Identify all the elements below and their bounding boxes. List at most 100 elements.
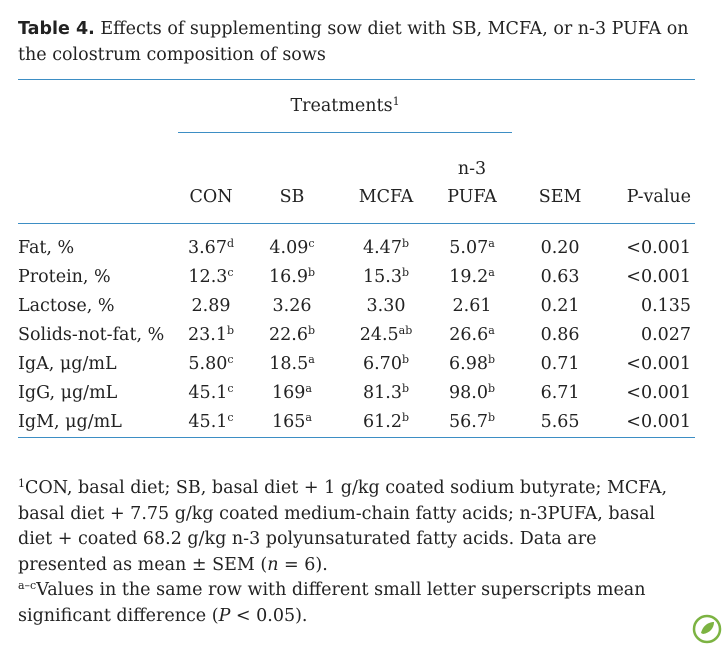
cell-value: 5.65 [540, 412, 580, 432]
table-cell: 18.5a [244, 350, 340, 379]
footnote-marker: a–c [18, 579, 37, 593]
cell-value: 19.2 [449, 267, 489, 287]
cell-value: 56.7 [449, 412, 488, 432]
cell-value: 98.0 [449, 383, 488, 403]
cell-superscript: a [308, 353, 315, 366]
table-cell: <0.001 [608, 408, 695, 438]
cell-value: <0.001 [626, 383, 692, 403]
cell-superscript: b [226, 324, 234, 337]
table-cell: <0.001 [608, 263, 695, 292]
cell-value: 23.1 [187, 325, 227, 345]
column-header: P-value [626, 187, 692, 207]
table-cell: 165a [244, 408, 340, 438]
data-table: Treatments1 CON SB MCFA n-3 PUFA SEM P-value F… [18, 79, 696, 438]
column-header: MCFA [358, 187, 414, 207]
footnote-text: n [267, 554, 279, 575]
table-cell: 0.21 [512, 292, 608, 321]
cell-value: 0.71 [540, 354, 580, 374]
cell-value: 3.30 [366, 296, 406, 316]
cell-value: 0.86 [540, 325, 580, 345]
cell-value: 3.67 [187, 238, 227, 258]
column-header: SEM [538, 187, 582, 207]
cell-value: <0.001 [626, 238, 692, 258]
caption-label: Table 4. [18, 19, 95, 39]
cell-superscript: b [401, 411, 409, 424]
cell-value: 24.5 [359, 325, 399, 345]
cell-value: 4.09 [269, 238, 309, 258]
cell-superscript: c [227, 411, 234, 424]
table-cell: 6.71 [512, 379, 608, 408]
cell-superscript: c [227, 266, 234, 279]
cell-value: 6.98 [449, 354, 488, 374]
footnote-marker: 1 [18, 477, 25, 490]
logo-icon [692, 614, 722, 644]
table-cell: <0.001 [608, 224, 695, 264]
footnote-text: < 0.05). [230, 605, 308, 626]
cell-value: 6.70 [362, 354, 402, 374]
table-cell: 0.63 [512, 263, 608, 292]
table-cell: 26.6a [432, 321, 512, 350]
cell-superscript: ab [398, 324, 413, 337]
cell-value: 26.6 [449, 325, 489, 345]
table-cell: 12.3c [178, 263, 244, 292]
table-cell: 61.2b [340, 408, 432, 438]
column-header-row: CON SB MCFA n-3 PUFA SEM P-value [18, 133, 695, 224]
table-body: Fat, % 3.67d 4.09c 4.47b 5.07a 0.20 <0.001 Prot… [18, 224, 696, 438]
table-cell: 5.65 [512, 408, 608, 438]
table-cell: 4.09c [244, 224, 340, 264]
cell-value: <0.001 [626, 412, 692, 432]
cell-superscript: b [401, 353, 409, 366]
cell-value: 81.3 [362, 383, 402, 403]
cell-superscript: a [305, 411, 312, 424]
cell-superscript: c [308, 237, 315, 250]
footnote-text: Values in the same row with different sm… [18, 580, 646, 626]
footnote-text: P [218, 605, 231, 626]
table-row: Fat, % 3.67d 4.09c 4.47b 5.07a 0.20 <0.001 [18, 224, 695, 264]
cell-value: 12.3 [188, 267, 228, 287]
table-cell: 45.1c [178, 408, 244, 438]
table-cell: 3.26 [244, 292, 340, 321]
column-header: SB [279, 187, 305, 207]
cell-value: 0.21 [540, 296, 580, 316]
cell-value: 2.61 [452, 296, 492, 316]
table-cell: 19.2a [432, 263, 512, 292]
cell-superscript: d [226, 237, 234, 250]
group-header-note: 1 [392, 95, 400, 108]
cell-value: 0.027 [640, 325, 692, 345]
table-cell: 169a [244, 379, 340, 408]
table-cell: 2.61 [432, 292, 512, 321]
table-cell: 16.9b [244, 263, 340, 292]
table-cell: 56.7b [432, 408, 512, 438]
cell-value: 169 [272, 383, 306, 403]
group-header-row: Treatments1 [18, 79, 695, 133]
table-cell: 0.135 [608, 292, 695, 321]
table-cell: 22.6b [244, 321, 340, 350]
cell-value: 2.89 [191, 296, 231, 316]
cell-superscript: a [305, 382, 312, 395]
cell-superscript: b [401, 382, 409, 395]
cell-value: 15.3 [362, 267, 402, 287]
table-cell: 2.89 [178, 292, 244, 321]
table-cell: 45.1c [178, 379, 244, 408]
table-cell: 0.71 [512, 350, 608, 379]
cell-value: 5.07 [449, 238, 489, 258]
table-cell: <0.001 [608, 379, 695, 408]
footnote: a–cValues in the same row with different… [18, 578, 668, 629]
cell-value: 18.5 [269, 354, 309, 374]
table-cell: 5.07a [432, 224, 512, 264]
table-row: IgG, μg/mL 45.1c 169a 81.3b 98.0b 6.71 <0.001 [18, 379, 695, 408]
table-cell: 6.98b [432, 350, 512, 379]
cell-superscript: b [307, 324, 315, 337]
row-label: Protein, % [18, 267, 111, 287]
empty-header [18, 80, 178, 133]
row-label: IgA, μg/mL [18, 354, 117, 374]
cell-superscript: b [307, 266, 315, 279]
cell-superscript: a [488, 237, 495, 250]
footnotes: 1CON, basal diet; SB, basal diet + 1 g/k… [18, 476, 668, 630]
cell-value: 0.20 [540, 238, 580, 258]
table-cell: 23.1b [178, 321, 244, 350]
footnote: 1CON, basal diet; SB, basal diet + 1 g/k… [18, 476, 668, 578]
cell-value: 0.135 [640, 296, 692, 316]
table-row: Solids-not-fat, % 23.1b 22.6b 24.5ab 26.6a 0.… [18, 321, 695, 350]
